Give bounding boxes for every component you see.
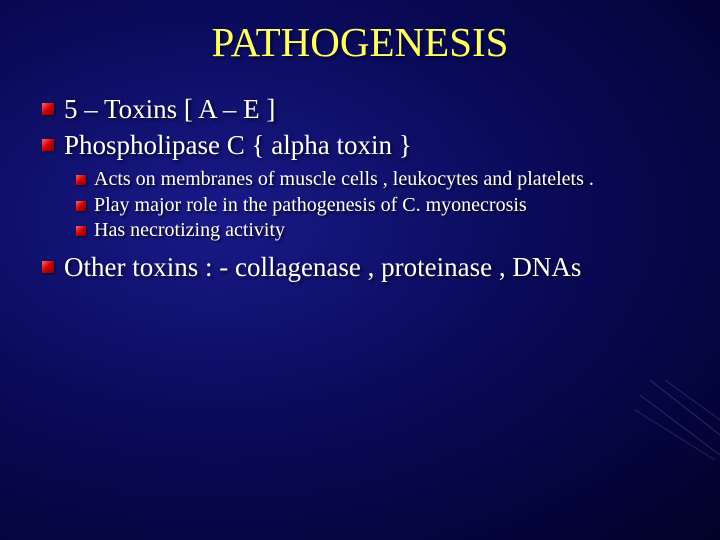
list-item-text: Phospholipase C { alpha toxin }: [64, 130, 412, 160]
list-item: Other toxins : - collagenase , proteinas…: [42, 250, 682, 286]
main-bullet-list-2: Other toxins : - collagenase , proteinas…: [42, 250, 682, 286]
sub-list-item-text: Acts on membranes of muscle cells , leuk…: [94, 168, 594, 190]
list-item-text: Other toxins : - collagenase , proteinas…: [64, 252, 581, 282]
slide-title: PATHOGENESIS: [38, 18, 682, 66]
main-bullet-list: 5 – Toxins [ A – E ] Phospholipase C { a…: [42, 92, 682, 163]
list-item: 5 – Toxins [ A – E ]: [42, 92, 682, 128]
sub-list-item: Play major role in the pathogenesis of C…: [76, 193, 682, 219]
sub-bullet-list: Acts on membranes of muscle cells , leuk…: [76, 167, 682, 244]
sub-list-item-text: Play major role in the pathogenesis of C…: [94, 194, 527, 216]
slide-container: PATHOGENESIS 5 – Toxins [ A – E ] Phosph…: [0, 0, 720, 286]
sub-list-item-text: Has necrotizing activity: [94, 219, 285, 241]
sub-list-item: Has necrotizing activity: [76, 218, 682, 244]
sub-list-item: Acts on membranes of muscle cells , leuk…: [76, 167, 682, 193]
list-item: Phospholipase C { alpha toxin }: [42, 128, 682, 164]
list-item-text: 5 – Toxins [ A – E ]: [64, 94, 275, 124]
decorative-lines-icon: [630, 380, 720, 460]
